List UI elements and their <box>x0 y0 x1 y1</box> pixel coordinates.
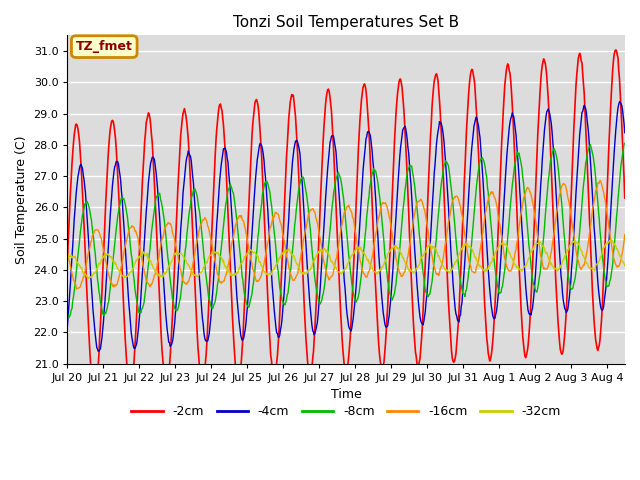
-8cm <box>323 260 331 266</box>
-4cm <box>621 130 628 135</box>
X-axis label: Time: Time <box>331 388 362 401</box>
Y-axis label: Soil Temperature (C): Soil Temperature (C) <box>15 135 28 264</box>
-32cm <box>84 276 92 281</box>
-8cm <box>63 311 71 316</box>
Line: -32cm: -32cm <box>67 239 625 278</box>
-32cm <box>477 264 485 270</box>
-2cm <box>621 195 628 201</box>
-16cm <box>464 253 472 259</box>
-32cm <box>142 253 150 259</box>
-8cm <box>621 141 628 146</box>
Line: -8cm: -8cm <box>67 144 625 317</box>
-2cm <box>464 102 472 108</box>
-2cm <box>323 90 331 96</box>
-32cm <box>464 242 472 248</box>
-2cm <box>90 389 97 395</box>
-4cm <box>302 242 310 248</box>
Line: -2cm: -2cm <box>67 50 625 392</box>
-32cm <box>323 248 331 253</box>
-16cm <box>477 239 485 245</box>
-4cm <box>142 209 150 215</box>
Line: -16cm: -16cm <box>67 180 625 289</box>
-8cm <box>477 156 485 162</box>
Title: Tonzi Soil Temperatures Set B: Tonzi Soil Temperatures Set B <box>233 15 459 30</box>
-32cm <box>302 270 310 276</box>
-16cm <box>72 286 80 292</box>
-2cm <box>142 120 150 125</box>
-8cm <box>464 276 472 282</box>
-4cm <box>94 348 102 354</box>
-4cm <box>464 206 472 212</box>
-16cm <box>621 232 628 238</box>
-16cm <box>63 251 71 256</box>
Text: TZ_fmet: TZ_fmet <box>76 40 132 53</box>
-2cm <box>63 256 71 262</box>
-4cm <box>323 176 331 181</box>
-4cm <box>616 99 623 105</box>
-16cm <box>142 277 150 283</box>
-8cm <box>302 189 310 195</box>
-4cm <box>63 323 71 328</box>
-32cm <box>63 254 71 260</box>
-4cm <box>66 290 74 296</box>
-32cm <box>621 263 628 268</box>
-32cm <box>66 254 74 260</box>
-16cm <box>66 259 74 265</box>
-8cm <box>65 314 73 320</box>
-16cm <box>596 178 604 183</box>
-8cm <box>67 311 74 317</box>
-4cm <box>477 154 485 160</box>
-8cm <box>142 281 150 287</box>
-2cm <box>477 225 485 230</box>
-2cm <box>612 47 620 53</box>
Legend: -2cm, -4cm, -8cm, -16cm, -32cm: -2cm, -4cm, -8cm, -16cm, -32cm <box>126 400 566 423</box>
-16cm <box>302 226 310 231</box>
-16cm <box>323 272 331 278</box>
Line: -4cm: -4cm <box>67 102 625 351</box>
-2cm <box>66 204 74 209</box>
-2cm <box>302 336 310 342</box>
-32cm <box>607 236 615 242</box>
